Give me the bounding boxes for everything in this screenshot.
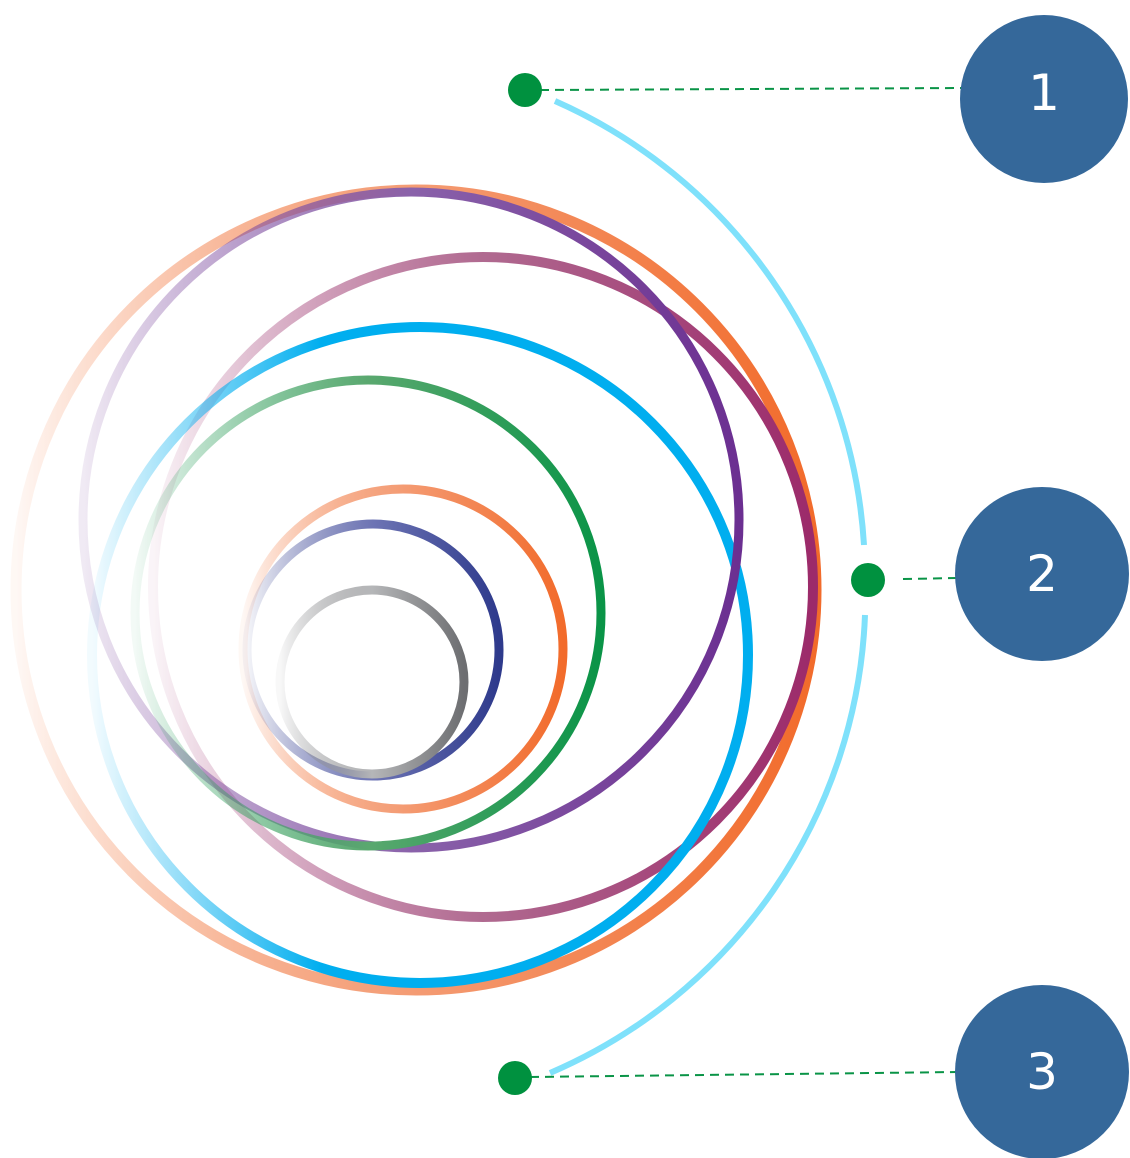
connector bbox=[540, 88, 962, 90]
rings bbox=[16, 190, 816, 990]
connector bbox=[903, 578, 958, 579]
dot bbox=[508, 73, 542, 107]
ring bbox=[280, 590, 464, 774]
ring bbox=[243, 489, 563, 809]
step-badges: 1 2 3 bbox=[955, 15, 1129, 1158]
badge-label: 3 bbox=[1026, 1043, 1058, 1101]
ring bbox=[92, 327, 748, 983]
badge-label: 2 bbox=[1026, 545, 1058, 603]
page: {"nodes": [{"label": "1"}, {"label": "2"… bbox=[0, 0, 1130, 1158]
arc-segment bbox=[550, 615, 865, 1073]
connector bbox=[530, 1072, 958, 1077]
dot bbox=[498, 1061, 532, 1095]
diagram: 1 2 3 bbox=[0, 0, 1130, 1158]
badge-label: 1 bbox=[1028, 64, 1060, 122]
dot bbox=[851, 563, 885, 597]
